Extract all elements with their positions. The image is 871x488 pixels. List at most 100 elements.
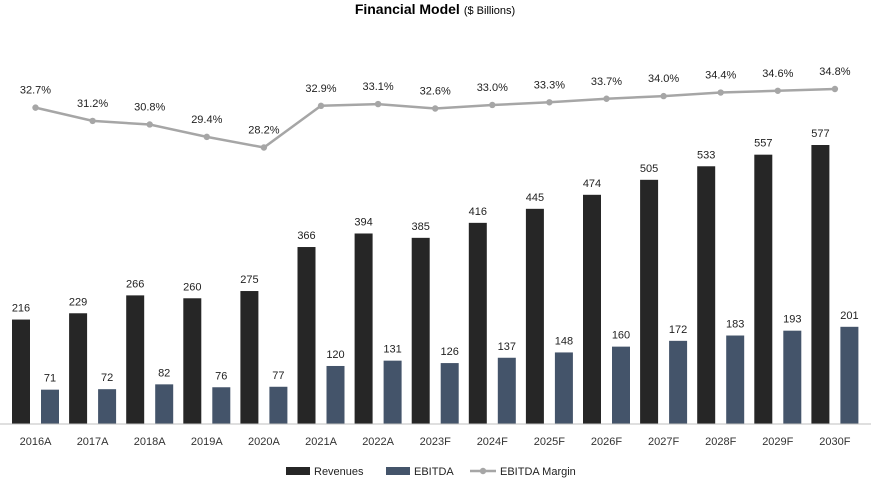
- margin-point-2022A: [374, 100, 382, 108]
- revenue-bar-2021A: [297, 247, 316, 424]
- margin-label-2016A: 32.7%: [20, 85, 51, 97]
- revenue-label-2019A: 260: [183, 281, 201, 293]
- margin-label-2020A: 28.2%: [248, 125, 279, 137]
- ebitda-label-2022A: 131: [383, 344, 401, 356]
- margin-label-2021A: 32.9%: [305, 83, 336, 95]
- margin-line-group: 32.7% 31.2% 30.8% 29.4% 28.2% 32.9% 33.1% 32.6%…: [20, 66, 851, 151]
- revenue-bar-2017A: [69, 313, 88, 424]
- legend-revenues-label: Revenues: [314, 466, 364, 478]
- ebitda-bar-2029F: [783, 330, 802, 424]
- revenue-bar-2018A: [126, 295, 145, 424]
- x-tick-2024F: 2024F: [477, 436, 508, 448]
- x-tick-2016A: 2016A: [20, 436, 52, 448]
- legend-ebitda-label: EBITDA: [414, 466, 454, 478]
- ebitda-bar-2021A: [326, 365, 345, 424]
- ebitda-label-2028F: 183: [726, 319, 744, 331]
- revenue-label-2021A: 366: [297, 230, 315, 242]
- revenue-bar-2023F: [411, 237, 430, 424]
- margin-point-2030F: [831, 85, 839, 93]
- ebitda-bar-2026F: [612, 346, 630, 424]
- ebitda-label-2019A: 76: [215, 370, 227, 382]
- revenue-label-2026F: 474: [583, 178, 601, 190]
- legend-margin-label: EBITDA Margin: [500, 466, 576, 478]
- ebitda-label-2020A: 77: [272, 370, 284, 382]
- revenue-label-2018A: 266: [126, 278, 144, 290]
- ebitda-label-2023F: 126: [441, 346, 459, 358]
- x-tick-2020A: 2020A: [248, 436, 280, 448]
- revenue-label-2020A: 275: [240, 274, 258, 286]
- revenue-label-2017A: 229: [69, 296, 87, 308]
- margin-label-2024F: 33.0%: [477, 82, 508, 94]
- margin-label-2027F: 34.0%: [648, 73, 679, 85]
- ebitda-bar-2016A: [41, 389, 59, 424]
- ebitda-bar-2019A: [212, 387, 231, 424]
- revenue-label-2023F: 385: [412, 221, 430, 233]
- legend-margin-marker: [479, 467, 487, 475]
- revenue-bar-2030F: [811, 145, 830, 424]
- ebitda-label-2024F: 137: [498, 341, 516, 353]
- x-tick-2030F: 2030F: [819, 436, 850, 448]
- margin-point-2017A: [89, 117, 96, 125]
- x-tick-2022A: 2022A: [362, 436, 394, 448]
- ebitda-bar-2020A: [269, 386, 288, 424]
- revenue-label-2030F: 577: [811, 128, 829, 140]
- margin-label-2017A: 31.2%: [77, 98, 108, 110]
- x-tick-2021A: 2021A: [305, 436, 337, 448]
- margin-label-2018A: 30.8%: [134, 101, 165, 113]
- chart-title-main: Financial Model: [355, 1, 460, 17]
- ebitda-bar-2017A: [98, 389, 117, 424]
- revenue-bar-2029F: [754, 154, 773, 424]
- revenue-label-2027F: 505: [640, 163, 658, 175]
- x-tick-2029F: 2029F: [762, 436, 793, 448]
- ebitda-label-2025F: 148: [555, 335, 573, 347]
- ebitda-label-2027F: 172: [669, 324, 687, 336]
- legend-ebitda-swatch: [386, 467, 410, 475]
- margin-point-2027F: [660, 92, 667, 100]
- legend-revenues-swatch: [286, 467, 310, 475]
- margin-point-2026F: [603, 95, 610, 102]
- revenue-bar-2025F: [525, 208, 544, 424]
- margin-label-2029F: 34.6%: [762, 68, 793, 80]
- revenue-bar-2024F: [468, 222, 487, 424]
- x-tick-2017A: 2017A: [77, 436, 109, 448]
- revenue-label-2028F: 533: [697, 149, 715, 161]
- bar-series-group: 216 71 229 72 266 82 260 76 275 77 366 120 394 131 385…: [12, 128, 859, 424]
- margin-label-2025F: 33.3%: [534, 79, 565, 91]
- x-tick-2025F: 2025F: [534, 436, 565, 448]
- x-tick-2026F: 2026F: [591, 436, 622, 448]
- ebitda-label-2021A: 120: [326, 349, 344, 361]
- margin-point-2016A: [32, 104, 39, 111]
- ebitda-label-2018A: 82: [158, 367, 170, 379]
- ebitda-bar-2022A: [383, 360, 402, 424]
- revenue-bar-2028F: [697, 166, 716, 424]
- ebitda-bar-2030F: [840, 326, 859, 424]
- margin-label-2028F: 34.4%: [705, 70, 736, 82]
- revenue-label-2025F: 445: [526, 192, 544, 204]
- revenue-bar-2019A: [183, 298, 202, 424]
- x-tick-2027F: 2027F: [648, 436, 679, 448]
- margin-point-2021A: [317, 102, 325, 110]
- margin-point-2025F: [546, 99, 553, 106]
- revenue-bar-2022A: [354, 233, 373, 424]
- x-axis-ticks: 2016A 2017A 2018A 2019A 2020A 2021A 2022A 2023F…: [20, 436, 851, 448]
- margin-point-2028F: [717, 89, 724, 96]
- revenue-label-2016A: 216: [12, 303, 30, 315]
- ebitda-bar-2024F: [497, 357, 516, 424]
- revenue-label-2029F: 557: [754, 138, 772, 150]
- x-tick-2018A: 2018A: [134, 436, 166, 448]
- ebitda-label-2029F: 193: [783, 314, 801, 326]
- margin-point-2024F: [489, 101, 496, 109]
- ebitda-margin-line: [35, 87, 835, 149]
- ebitda-label-2026F: 160: [612, 330, 630, 342]
- ebitda-bar-2027F: [669, 340, 688, 424]
- margin-label-2030F: 34.8%: [819, 66, 850, 78]
- margin-point-2020A: [260, 144, 268, 151]
- margin-label-2026F: 33.7%: [591, 76, 622, 88]
- ebitda-bar-2028F: [726, 335, 745, 424]
- chart-title: Financial Model ($ Billions): [355, 1, 515, 17]
- margin-point-2019A: [203, 133, 210, 141]
- chart-title-subtitle: ($ Billions): [464, 5, 515, 17]
- revenue-bar-2026F: [583, 194, 601, 424]
- revenue-label-2022A: 394: [354, 216, 372, 228]
